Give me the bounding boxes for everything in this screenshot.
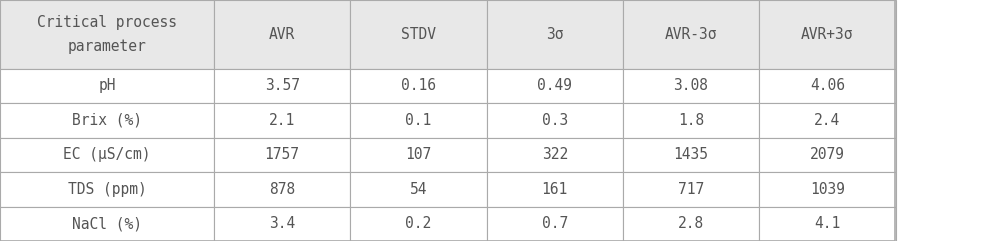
Bar bbox=[622, 103, 758, 138]
Bar bbox=[214, 103, 350, 138]
Bar bbox=[214, 207, 350, 241]
Bar bbox=[622, 207, 758, 241]
Bar bbox=[0, 207, 214, 241]
Text: Critical process
parameter: Critical process parameter bbox=[37, 14, 177, 54]
Bar bbox=[214, 69, 350, 103]
Text: 1757: 1757 bbox=[264, 147, 299, 162]
Bar bbox=[214, 0, 350, 69]
Text: AVR-3σ: AVR-3σ bbox=[664, 27, 717, 42]
Text: 878: 878 bbox=[268, 182, 295, 197]
Text: 2.8: 2.8 bbox=[677, 216, 704, 231]
Text: 0.16: 0.16 bbox=[401, 78, 435, 94]
Bar bbox=[350, 0, 486, 69]
Bar bbox=[350, 69, 486, 103]
Text: 3.08: 3.08 bbox=[673, 78, 708, 94]
Bar bbox=[214, 172, 350, 207]
Bar bbox=[486, 172, 622, 207]
Text: 0.49: 0.49 bbox=[537, 78, 572, 94]
Bar bbox=[758, 0, 895, 69]
Text: TDS (ppm): TDS (ppm) bbox=[68, 182, 146, 197]
Text: NaCl (%): NaCl (%) bbox=[72, 216, 142, 231]
Text: AVR: AVR bbox=[268, 27, 295, 42]
Text: 4.06: 4.06 bbox=[809, 78, 844, 94]
Bar bbox=[486, 0, 622, 69]
Text: 2079: 2079 bbox=[809, 147, 844, 162]
Text: 3.57: 3.57 bbox=[264, 78, 299, 94]
Bar bbox=[350, 172, 486, 207]
Text: 54: 54 bbox=[410, 182, 426, 197]
Text: 1435: 1435 bbox=[673, 147, 708, 162]
Text: 161: 161 bbox=[541, 182, 568, 197]
Text: pH: pH bbox=[98, 78, 115, 94]
Bar bbox=[758, 103, 895, 138]
Bar bbox=[758, 69, 895, 103]
Bar bbox=[350, 207, 486, 241]
Text: 0.7: 0.7 bbox=[541, 216, 568, 231]
Text: 2.1: 2.1 bbox=[268, 113, 295, 128]
Bar bbox=[0, 0, 214, 69]
Bar bbox=[486, 207, 622, 241]
Text: 3.4: 3.4 bbox=[268, 216, 295, 231]
Bar bbox=[0, 103, 214, 138]
Text: 322: 322 bbox=[541, 147, 568, 162]
Bar bbox=[622, 0, 758, 69]
Bar bbox=[486, 103, 622, 138]
Text: 0.1: 0.1 bbox=[405, 113, 431, 128]
Bar bbox=[214, 138, 350, 172]
Bar bbox=[486, 138, 622, 172]
Bar bbox=[622, 172, 758, 207]
Bar bbox=[758, 207, 895, 241]
Text: Brix (%): Brix (%) bbox=[72, 113, 142, 128]
Bar bbox=[0, 138, 214, 172]
Bar bbox=[0, 69, 214, 103]
Bar bbox=[350, 138, 486, 172]
Bar bbox=[0, 172, 214, 207]
Bar bbox=[758, 172, 895, 207]
Text: 0.3: 0.3 bbox=[541, 113, 568, 128]
Text: AVR+3σ: AVR+3σ bbox=[800, 27, 853, 42]
Text: 1039: 1039 bbox=[809, 182, 844, 197]
Text: 2.4: 2.4 bbox=[813, 113, 840, 128]
Text: EC (μS/cm): EC (μS/cm) bbox=[64, 147, 150, 162]
Text: 1.8: 1.8 bbox=[677, 113, 704, 128]
Bar bbox=[622, 138, 758, 172]
Bar bbox=[758, 138, 895, 172]
Bar bbox=[622, 69, 758, 103]
Text: 717: 717 bbox=[677, 182, 704, 197]
Text: 3σ: 3σ bbox=[546, 27, 563, 42]
Bar bbox=[350, 103, 486, 138]
Text: STDV: STDV bbox=[401, 27, 435, 42]
Text: 107: 107 bbox=[405, 147, 431, 162]
Text: 0.2: 0.2 bbox=[405, 216, 431, 231]
Bar bbox=[486, 69, 622, 103]
Text: 4.1: 4.1 bbox=[813, 216, 840, 231]
